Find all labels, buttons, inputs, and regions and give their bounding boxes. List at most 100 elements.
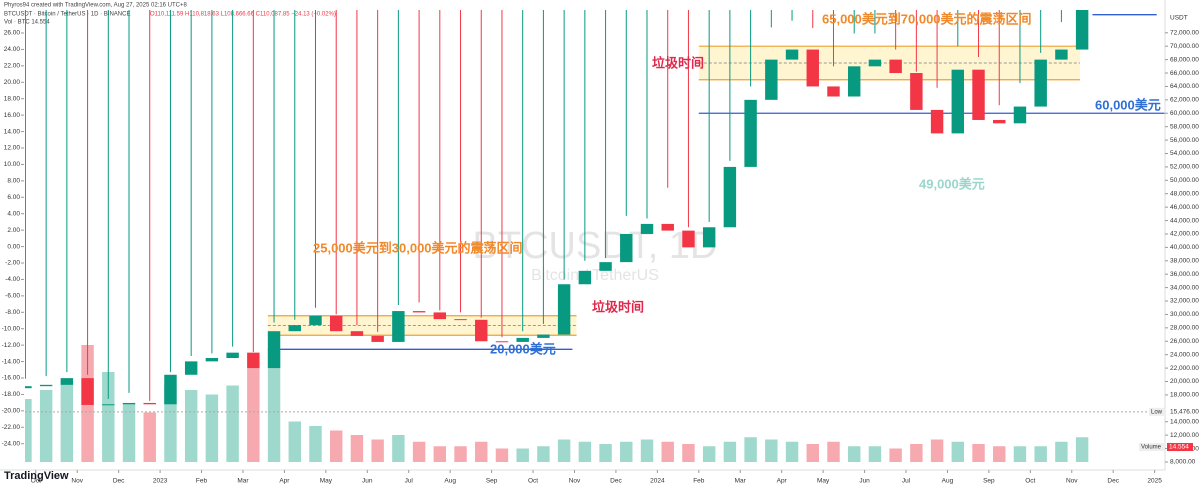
volume-bar xyxy=(620,441,633,462)
watermark-name: Bitcoin / TetherUS xyxy=(531,267,659,284)
x-tick-label: Feb xyxy=(693,478,705,485)
y2-tick-label: 24.00 xyxy=(4,46,21,53)
annotation: 60,000美元 xyxy=(1095,97,1161,112)
volume-bar xyxy=(60,381,74,462)
y2-tick-label: 6.00 xyxy=(7,194,20,201)
y2-tick-label: 14.00 xyxy=(4,128,21,135)
volume-bar xyxy=(910,444,923,462)
x-tick-label: Oct xyxy=(528,478,538,485)
x-tick-label: Dec xyxy=(610,478,622,485)
y2-tick-label: -20.00 xyxy=(2,408,21,415)
candle-body xyxy=(785,49,799,60)
x-tick-label: Mar xyxy=(237,478,249,485)
volume-bar xyxy=(226,385,239,462)
y2-tick-label: -18.00 xyxy=(2,391,21,398)
volume-bar xyxy=(972,444,985,462)
y-tick-label: 70,000.00 xyxy=(1170,43,1199,50)
y2-tick-label: -4.00 xyxy=(5,276,20,283)
x-tick-label: Feb xyxy=(196,478,208,485)
volume-bar xyxy=(247,367,260,462)
x-tick-label: Mar xyxy=(735,478,747,485)
y-tick-label: 62,000.00 xyxy=(1170,97,1199,104)
candle-body xyxy=(433,312,447,320)
y2-tick-label: 2.00 xyxy=(7,227,20,234)
volume-bar xyxy=(1075,437,1089,462)
y-tick-label: 72,000.00 xyxy=(1170,30,1199,37)
volume-bar xyxy=(682,444,695,462)
candle-body xyxy=(578,270,592,285)
y-tick-label: 32,000.00 xyxy=(1170,298,1199,305)
y2-tick-label: 10.00 xyxy=(4,161,21,168)
x-tick-label: Oct xyxy=(31,478,41,485)
volume-bar xyxy=(557,439,571,462)
x-tick-label: Apr xyxy=(279,478,290,485)
x-tick-label: Jun xyxy=(859,478,870,485)
annotation: 65,000美元到70,000美元的震荡区间 xyxy=(822,11,1032,26)
candle-body xyxy=(557,284,571,335)
candle-body xyxy=(475,319,488,342)
x-tick-label: Aug xyxy=(942,478,954,485)
x-tick-label: Nov xyxy=(1066,478,1078,485)
volume-bar xyxy=(371,439,384,462)
candle-body xyxy=(910,73,923,110)
volume-bar xyxy=(537,446,550,462)
candle-body xyxy=(993,119,1006,124)
y2-tick-label: 22.00 xyxy=(4,63,21,70)
candle-body xyxy=(723,166,737,228)
annotation: 20,000美元 xyxy=(490,341,556,356)
volume-bar xyxy=(288,421,301,462)
y2-tick-label: 12.00 xyxy=(4,145,21,152)
volume-bar xyxy=(475,441,488,462)
volume-bar xyxy=(122,403,136,462)
volume-bar xyxy=(827,441,840,462)
x-tick-label: 2025 xyxy=(1147,478,1162,485)
candle-body xyxy=(930,109,944,134)
y-tick-label: 56,000.00 xyxy=(1170,137,1199,144)
y2-tick-label: -22.00 xyxy=(2,424,21,431)
y-tick-label: 28,000.00 xyxy=(1170,325,1199,332)
candle-body xyxy=(329,315,343,332)
candle-body xyxy=(744,99,757,167)
volume-legend: Vol · BTC 14.554 xyxy=(4,20,50,26)
candle-body xyxy=(309,315,322,326)
y-unit: USDT xyxy=(1170,15,1188,22)
candle-body xyxy=(392,311,405,342)
candle-body xyxy=(350,331,364,336)
candle-body xyxy=(495,341,509,343)
candle-body xyxy=(143,402,156,405)
volume-bar xyxy=(433,446,447,462)
volume-bar xyxy=(25,399,32,462)
y2-tick-label: -14.00 xyxy=(2,358,21,365)
y-tick-label: 36,000.00 xyxy=(1170,271,1199,278)
volume-bar xyxy=(930,439,944,462)
candle-body xyxy=(640,223,654,234)
volume-value: 14.554 xyxy=(1169,444,1189,451)
candle-body xyxy=(81,378,94,405)
y2-tick-label: 4.00 xyxy=(7,210,20,217)
volume-bar xyxy=(1055,441,1068,462)
volume-bar xyxy=(640,439,654,462)
volume-bar xyxy=(164,385,177,462)
candle-body xyxy=(164,374,177,405)
volume-bar xyxy=(143,412,156,462)
volume-bar xyxy=(1034,446,1047,462)
volume-bar xyxy=(765,439,778,462)
volume-bar xyxy=(516,448,529,462)
y-tick-label: 8,000.00 xyxy=(1170,459,1196,466)
volume-bar xyxy=(412,441,426,462)
volume-bar xyxy=(993,446,1006,462)
candle-body xyxy=(620,233,633,263)
candle-body xyxy=(682,230,695,248)
volume-bar xyxy=(868,446,882,462)
footer-logo: TradingView xyxy=(4,470,69,482)
candle-body xyxy=(184,361,198,375)
volume-bar xyxy=(744,437,757,462)
x-tick-label: Dec xyxy=(1107,478,1119,485)
volume-bar xyxy=(205,394,219,462)
x-tick-label: Nov xyxy=(569,478,581,485)
annotation: 25,000美元到30,000美元的震荡区间 xyxy=(313,240,523,255)
x-tick-label: May xyxy=(817,478,830,485)
y2-tick-label: -2.00 xyxy=(5,260,20,267)
candle-body xyxy=(288,325,301,332)
